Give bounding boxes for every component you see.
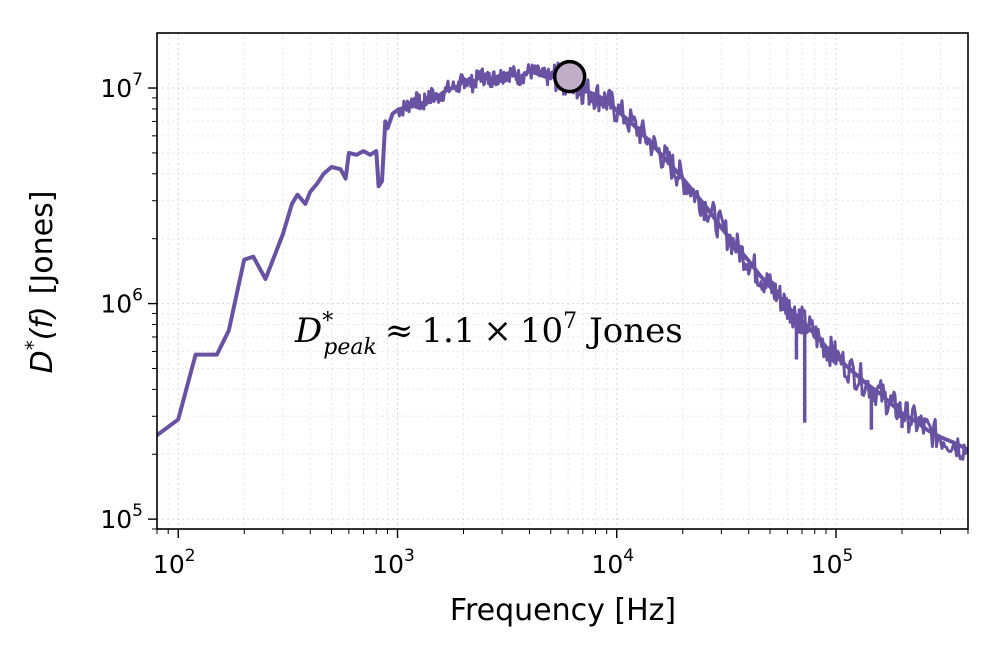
x-tick-label: 103 (372, 546, 415, 579)
x-axis-label: Frequency [Hz] (450, 593, 676, 628)
x-axis-ticks: 102 103 104 105 (153, 529, 969, 579)
x-tick-base: 10 (153, 550, 185, 579)
annotation-sup: * (322, 309, 333, 334)
grid (156, 33, 969, 530)
x-tick-label: 102 (153, 546, 196, 579)
x-tick-base: 10 (591, 550, 623, 579)
y-tick-label: 106 (100, 286, 143, 319)
annotation-base: 10 (520, 311, 563, 351)
annotation-approx: ≈ (385, 311, 414, 351)
y-label-arg: (f) (25, 306, 60, 340)
y-tick-label: 105 (100, 501, 143, 534)
x-tick-base: 10 (372, 550, 404, 579)
annotation-mantissa: 1.1 (421, 311, 475, 351)
plot-area (157, 59, 968, 461)
x-tick-exp: 5 (842, 546, 853, 566)
annotation-unit: Jones (586, 311, 683, 351)
y-label-symbol: D (25, 350, 60, 373)
x-tick-exp: 4 (623, 546, 634, 566)
annotation-symbol: D (294, 311, 322, 351)
x-tick-label: 105 (811, 546, 854, 579)
y-tick-base: 10 (100, 290, 132, 319)
y-tick-exp: 7 (132, 70, 143, 90)
y-tick-label: 107 (100, 70, 143, 103)
x-tick-base: 10 (811, 550, 843, 579)
y-tick-exp: 6 (132, 286, 143, 306)
series-noise (396, 61, 968, 461)
y-label-sup: * (21, 340, 45, 350)
y-axis-label: D*(f) [Jones] (21, 191, 60, 374)
x-tick-exp: 2 (185, 546, 196, 566)
annotation-times: × (483, 311, 512, 351)
peak-annotation: D* peak ≈1.1 × 107 Jones (294, 309, 683, 360)
y-tick-exp: 5 (132, 501, 143, 521)
y-tick-base: 10 (100, 74, 132, 103)
plot-frame (156, 32, 969, 530)
y-label-unit: [Jones] (25, 191, 60, 295)
series-line (157, 69, 968, 452)
peak-marker (552, 59, 587, 94)
x-tick-exp: 3 (404, 546, 415, 566)
x-tick-label: 104 (591, 546, 634, 579)
series-group (157, 61, 968, 461)
annotation-exp: 7 (563, 309, 577, 334)
annotation-sub: peak (323, 335, 377, 360)
y-tick-base: 10 (100, 505, 132, 534)
